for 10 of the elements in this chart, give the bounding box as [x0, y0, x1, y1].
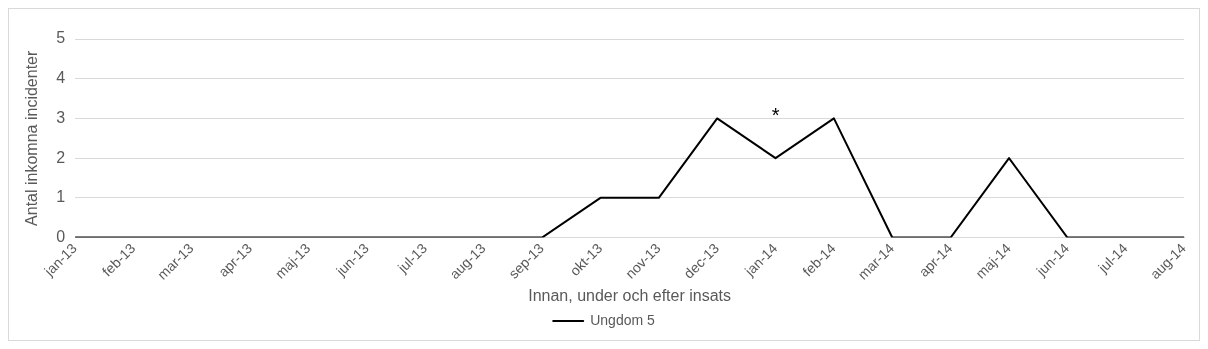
y-tick-label: 3	[56, 108, 66, 126]
legend-label: Ungdom 5	[590, 311, 656, 328]
y-tick-label: 5	[56, 29, 66, 47]
y-tick-label: 1	[56, 188, 66, 206]
y-tick-label: 0	[56, 227, 66, 245]
y-tick-label: 4	[56, 69, 66, 87]
y-tick-label: 2	[56, 148, 66, 166]
x-axis-title: Innan, under och efter insats	[528, 286, 732, 304]
y-axis-title: Antal inkomna incidenter	[23, 50, 41, 226]
annotation: *	[771, 103, 780, 126]
